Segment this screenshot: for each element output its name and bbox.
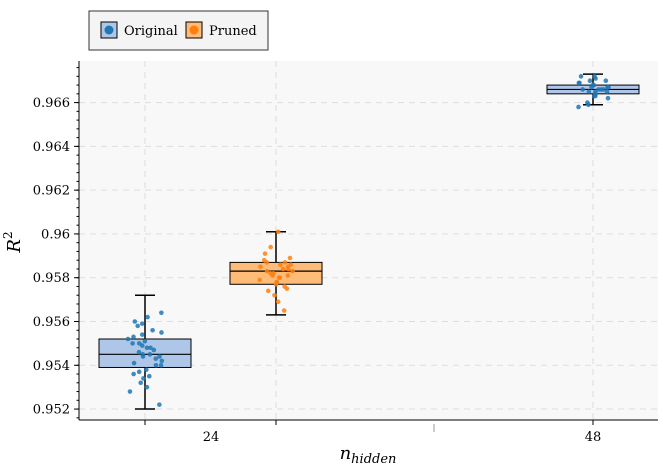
data-point — [578, 74, 584, 79]
data-point — [290, 268, 295, 274]
data-point — [271, 271, 276, 276]
data-point — [282, 260, 288, 265]
y-tick-label: 0.964 — [33, 140, 70, 155]
data-point — [287, 255, 293, 261]
data-point — [131, 360, 137, 366]
data-point — [159, 358, 165, 364]
grid-lines — [79, 61, 658, 420]
data-point — [590, 82, 596, 88]
data-point — [264, 268, 270, 274]
data-point — [139, 321, 145, 326]
data-point — [127, 389, 133, 394]
data-point — [592, 74, 597, 79]
data-point — [144, 384, 150, 390]
data-point — [144, 367, 149, 372]
data-point — [603, 78, 609, 84]
data-point — [580, 87, 586, 92]
data-point — [147, 352, 153, 357]
data-point — [585, 100, 590, 105]
data-point — [130, 341, 135, 346]
data-point — [605, 84, 610, 90]
data-point — [285, 273, 291, 278]
data-point — [257, 277, 262, 283]
data-point — [135, 323, 141, 329]
data-point — [141, 376, 146, 381]
y-tick-label: 0.954 — [33, 359, 70, 374]
data-point — [153, 362, 159, 368]
legend: Original Pruned — [88, 10, 269, 51]
box-layer — [98, 73, 640, 410]
data-point — [278, 262, 283, 267]
data-point — [158, 362, 164, 368]
data-point — [258, 264, 263, 270]
data-point — [136, 341, 142, 346]
legend-marker-original — [104, 25, 114, 35]
data-point — [140, 352, 146, 357]
data-point — [576, 104, 581, 110]
legend-frame — [88, 10, 269, 51]
data-point — [159, 310, 164, 316]
data-point — [596, 87, 601, 92]
legend-label-pruned: Pruned — [209, 24, 257, 39]
point-layer — [125, 74, 611, 407]
data-point — [136, 349, 142, 355]
data-point — [275, 229, 281, 235]
data-point — [125, 336, 131, 342]
data-point — [151, 347, 157, 353]
data-point — [150, 327, 155, 333]
data-point — [288, 262, 294, 267]
data-point — [268, 244, 273, 250]
legend-label-original: Original — [124, 24, 178, 39]
data-point — [265, 288, 271, 294]
y-tick-label: 0.962 — [33, 184, 70, 199]
data-point — [605, 95, 611, 101]
data-point — [282, 284, 287, 289]
data-point — [145, 314, 150, 320]
data-point — [275, 299, 281, 305]
data-point — [587, 78, 593, 84]
data-point — [159, 330, 164, 335]
data-point — [274, 279, 280, 285]
data-point — [131, 371, 136, 377]
axis-ticks: 0.952 0.954 0.956 0.958 0.96 0.962 0.964 0.966 2… — [33, 67, 602, 445]
data-point — [142, 338, 148, 344]
data-point — [277, 275, 283, 281]
data-point — [576, 80, 582, 86]
y-axis-title: R2 — [1, 231, 25, 253]
data-point — [144, 345, 150, 351]
y-axis-title-sup: 2 — [1, 231, 15, 239]
data-point — [157, 354, 162, 359]
legend-marker-pruned — [189, 25, 199, 35]
x-axis-title: nhidden — [340, 443, 397, 467]
data-point — [272, 292, 277, 298]
data-point — [262, 251, 268, 256]
y-tick-label: 0.966 — [33, 96, 70, 111]
data-point — [136, 369, 142, 375]
data-point — [153, 356, 159, 362]
data-point — [157, 402, 162, 407]
x-axis-title-sub: hidden — [351, 452, 396, 467]
data-point — [131, 334, 136, 340]
data-point — [261, 257, 267, 263]
y-tick-label: 0.952 — [33, 403, 70, 418]
x-tick-label: 24 — [203, 430, 220, 445]
data-point — [139, 332, 145, 337]
data-point — [138, 380, 144, 386]
data-point — [604, 89, 610, 94]
data-point — [593, 89, 598, 94]
data-point — [280, 266, 286, 272]
y-axis-title-base: R — [4, 239, 25, 254]
y-tick-label: 0.958 — [33, 271, 70, 286]
data-point — [281, 308, 287, 313]
data-point — [146, 373, 152, 379]
x-tick-label: 48 — [585, 430, 602, 445]
y-tick-label: 0.956 — [33, 315, 70, 330]
data-point — [586, 89, 592, 94]
data-point — [132, 319, 138, 324]
y-tick-label: 0.96 — [41, 227, 70, 242]
x-axis-title-base: n — [340, 443, 352, 464]
data-point — [148, 345, 153, 351]
